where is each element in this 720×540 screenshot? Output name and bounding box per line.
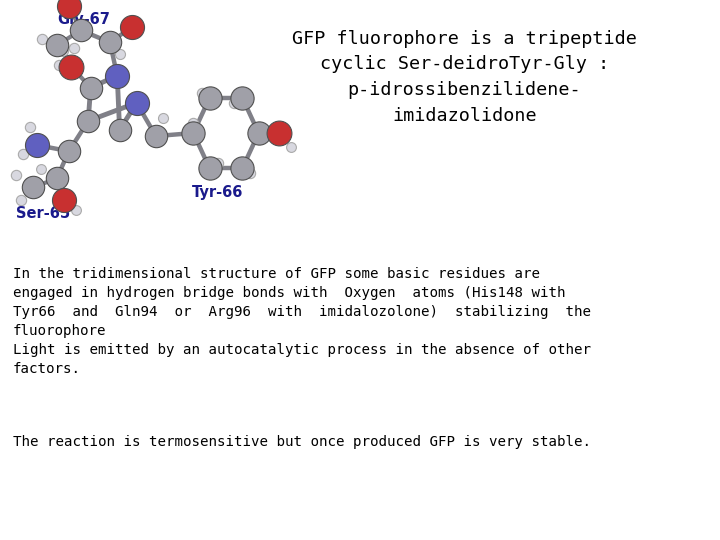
Text: Ser-65: Ser-65 [16, 206, 70, 221]
Text: In the tridimensional structure of GFP some basic residues are
engaged in hydrog: In the tridimensional structure of GFP s… [13, 267, 591, 376]
Text: Tyr-66: Tyr-66 [192, 185, 243, 200]
Text: GFP fluorophore is a tripeptide
cyclic Ser-deidroTyr-Gly :
p-idrossibenzilidene-: GFP fluorophore is a tripeptide cyclic S… [292, 30, 636, 125]
Point [35, 165, 47, 174]
Point [188, 119, 199, 127]
Point [212, 159, 223, 167]
Point [24, 123, 36, 131]
Point [27, 183, 38, 192]
Point [150, 132, 161, 140]
Point [158, 113, 169, 122]
Point [114, 50, 125, 59]
Point [63, 2, 75, 10]
Point [57, 47, 68, 56]
Text: Gly-67: Gly-67 [57, 12, 109, 27]
Point [285, 143, 297, 151]
Point [104, 38, 116, 46]
Point [112, 71, 123, 80]
Point [17, 150, 29, 159]
Text: The reaction is termosensitive but once produced GFP is very stable.: The reaction is termosensitive but once … [13, 435, 591, 449]
Point [204, 164, 215, 173]
Point [253, 129, 264, 137]
Point [237, 164, 248, 173]
Point [15, 195, 27, 204]
Point [228, 98, 240, 107]
Point [32, 141, 43, 150]
Point [131, 98, 143, 107]
Point [188, 129, 199, 137]
Point [204, 93, 215, 102]
Point [245, 169, 256, 178]
Point [126, 23, 138, 31]
Point [51, 174, 63, 183]
Point [196, 89, 207, 97]
Point [51, 41, 63, 50]
Point [53, 60, 65, 69]
Point [10, 171, 22, 180]
Point [114, 126, 125, 134]
Point [82, 117, 94, 125]
Point [71, 206, 82, 214]
Point [68, 44, 79, 53]
Point [66, 62, 77, 71]
Point [63, 147, 75, 156]
Point [75, 26, 86, 35]
Point [237, 93, 248, 102]
Point [85, 83, 96, 92]
Point [58, 195, 70, 204]
Point [274, 129, 285, 137]
Point [37, 35, 48, 44]
